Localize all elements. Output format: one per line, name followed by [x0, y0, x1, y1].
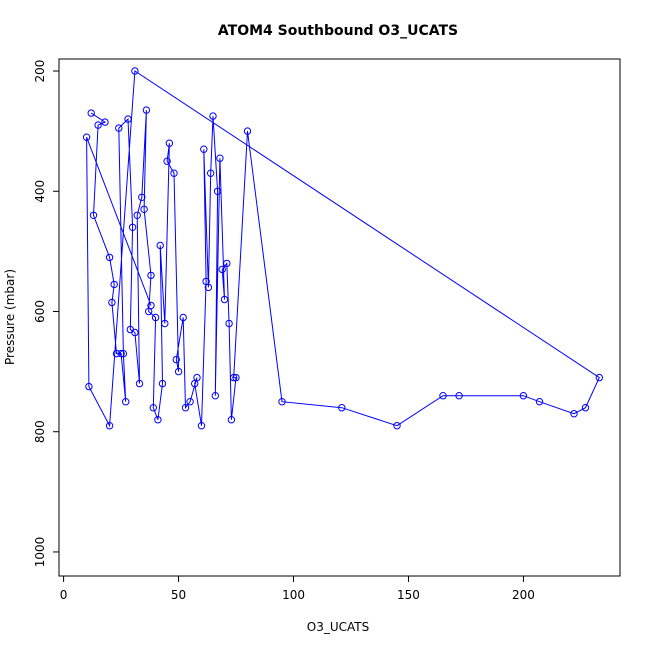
- data-point: [89, 211, 98, 220]
- data-point: [213, 187, 222, 196]
- y-tick-label: 800: [33, 420, 47, 443]
- data-point: [204, 283, 213, 292]
- data-point: [119, 349, 128, 358]
- data-point: [455, 392, 463, 400]
- data-point: [131, 67, 139, 75]
- data-point: [115, 124, 123, 132]
- data-point: [105, 253, 114, 262]
- data-point: [216, 154, 224, 162]
- data-point: [131, 328, 139, 337]
- axis-ticks: 0 50 100 150 200 200 400 600 800 1000: [33, 60, 535, 602]
- x-tick-label: 150: [397, 588, 420, 602]
- data-point: [128, 223, 137, 232]
- data-point: [223, 259, 231, 268]
- data-point: [110, 280, 118, 289]
- data-point: [519, 392, 528, 400]
- data-point: [243, 127, 252, 135]
- data-point: [151, 313, 160, 322]
- data-point: [211, 392, 220, 400]
- data-point: [85, 382, 93, 391]
- data-point: [140, 205, 148, 214]
- data-point: [156, 241, 164, 250]
- data-point: [174, 367, 183, 376]
- data-point: [225, 319, 233, 328]
- data-point: [117, 349, 125, 358]
- plot-frame: [58, 58, 621, 577]
- data-point: [124, 115, 132, 123]
- data-point: [218, 265, 226, 274]
- data-point: [149, 404, 158, 412]
- y-tick-label: 400: [33, 180, 47, 203]
- data-point: [220, 295, 229, 304]
- x-tick-label: 0: [60, 588, 68, 602]
- data-point: [158, 379, 167, 388]
- data-point: [87, 109, 95, 117]
- data-point: [165, 139, 174, 147]
- data-point: [163, 157, 171, 165]
- data-point: [200, 145, 208, 153]
- data-point: [393, 422, 401, 430]
- data-point: [186, 398, 194, 406]
- y-tick-label: 200: [33, 60, 47, 83]
- data-point: [197, 422, 206, 430]
- chart-title: ATOM4 Southbound O3_UCATS: [218, 23, 458, 39]
- data-point: [154, 416, 162, 424]
- data-point: [581, 404, 590, 412]
- data-point: [535, 398, 544, 406]
- series-layer: [82, 67, 603, 430]
- series-line: [86, 70, 600, 428]
- data-point: [82, 133, 91, 141]
- y-tick-label: 600: [33, 300, 47, 323]
- x-tick-label: 100: [282, 588, 305, 602]
- x-tick-label: 200: [512, 588, 535, 602]
- data-point: [191, 379, 199, 388]
- data-point: [570, 410, 578, 418]
- data-point: [439, 392, 447, 400]
- data-point: [101, 118, 109, 126]
- data-point: [147, 271, 155, 280]
- data-point: [207, 169, 215, 177]
- data-point: [94, 121, 102, 129]
- data-point: [227, 416, 236, 424]
- y-tick-label: 1000: [33, 537, 47, 568]
- data-point: [172, 355, 181, 364]
- data-point: [232, 373, 240, 382]
- data-point: [170, 169, 178, 177]
- data-point: [179, 313, 187, 322]
- x-tick-label: 50: [171, 588, 186, 602]
- y-axis-label: Pressure (mbar): [3, 269, 17, 365]
- data-point: [135, 379, 144, 388]
- data-point: [181, 404, 190, 412]
- data-point: [122, 398, 130, 406]
- data-point: [108, 298, 116, 307]
- data-point: [138, 193, 146, 202]
- data-point: [161, 319, 169, 328]
- data-point: [278, 398, 286, 406]
- data-point: [105, 422, 114, 430]
- data-point: [147, 301, 155, 310]
- data-point: [230, 373, 238, 382]
- data-point: [133, 211, 141, 220]
- data-point: [595, 373, 603, 382]
- data-point: [209, 112, 217, 120]
- x-axis-label: O3_UCATS: [307, 620, 369, 634]
- data-point: [338, 404, 346, 412]
- data-point: [142, 106, 151, 114]
